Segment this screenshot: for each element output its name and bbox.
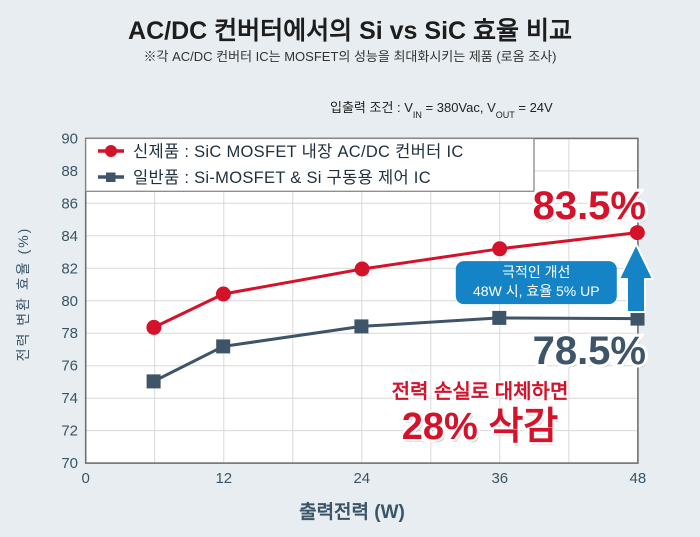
svg-text:70: 70 [61,455,78,472]
svg-text:78.5%: 78.5% [533,329,646,373]
svg-text:0: 0 [82,470,90,487]
svg-text:24: 24 [353,470,370,487]
svg-text:74: 74 [61,390,78,407]
svg-text:90: 90 [61,130,78,147]
svg-text:전력 손실로 대체하면: 전력 손실로 대체하면 [392,380,569,403]
svg-text:36: 36 [491,470,508,487]
svg-text:일반품 : Si-MOSFET & Si 구동용 제어 IC: 일반품 : Si-MOSFET & Si 구동용 제어 IC [133,168,431,187]
svg-text:82: 82 [61,260,78,277]
svg-text:86: 86 [61,195,78,212]
svg-text:84: 84 [61,228,78,245]
svg-text:48: 48 [630,470,647,487]
svg-text:신제품 : SiC MOSFET 내장 AC/DC 컨버터: 신제품 : SiC MOSFET 내장 AC/DC 컨버터 IC [133,142,464,161]
svg-text:극적인 개선: 극적인 개선 [502,264,570,280]
svg-text:83.5%: 83.5% [533,184,646,228]
svg-text:12: 12 [215,470,232,487]
svg-text:28% 삭감: 28% 삭감 [402,406,559,448]
svg-text:80: 80 [61,293,78,310]
svg-text:88: 88 [61,163,78,180]
svg-text:76: 76 [61,358,78,375]
svg-text:78: 78 [61,325,78,342]
svg-text:48W 시, 효율 5% UP: 48W 시, 효율 5% UP [473,283,600,299]
svg-text:72: 72 [61,423,78,440]
